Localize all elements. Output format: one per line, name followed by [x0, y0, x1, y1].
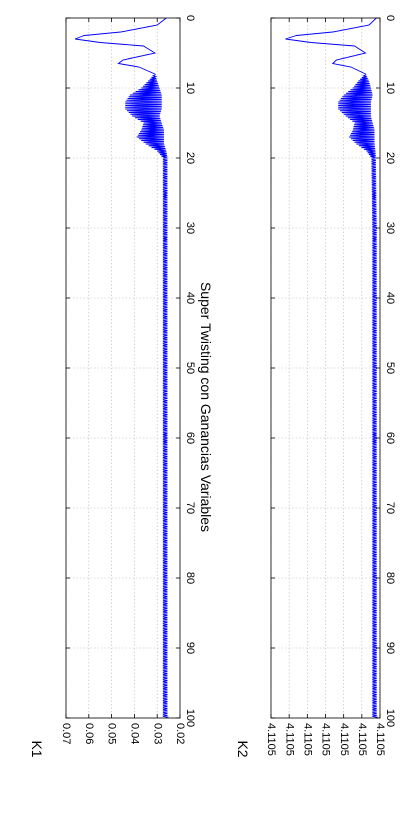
x-tick-label-k2: 40: [384, 292, 396, 304]
x-tick-label-k1: 30: [184, 222, 196, 234]
series-line-k2-0: [285, 17, 379, 719]
x-tick-label-k1: 100: [184, 709, 196, 727]
x-tick-label-k1: 10: [184, 82, 196, 94]
y-tick-label-k1: 0.07: [60, 723, 72, 744]
x-tick-label-k2: 30: [384, 222, 396, 234]
x-tick-label-k2: 100: [384, 709, 396, 727]
x-tick-label-k1: 0: [184, 15, 196, 21]
y-axis-label-k1: K1: [29, 740, 45, 757]
series-line-k1-0: [74, 17, 170, 719]
x-tick-label-k1: 60: [184, 432, 196, 444]
y-tick-label-k2: 4.1105: [320, 723, 332, 756]
x-tick-label-k2: 60: [384, 432, 396, 444]
x-tick-label-k2: 90: [384, 642, 396, 654]
y-axis-label-k2: K2: [235, 740, 251, 757]
y-tick-label-k2: 4.1105: [338, 723, 350, 756]
y-tick-label-k1: 0.05: [106, 723, 118, 744]
chart-title: Super Twisting con Ganancias Variables: [198, 282, 214, 532]
x-tick-label-k2: 0: [384, 15, 396, 21]
y-tick-label-k1: 0.06: [83, 723, 95, 744]
plot-k2: 01020304050607080901004.11054.11054.1105…: [265, 15, 396, 756]
x-tick-label-k2: 80: [384, 572, 396, 584]
y-tick-label-k2: 4.1105: [356, 723, 368, 756]
x-tick-label-k1: 20: [184, 152, 196, 164]
x-tick-label-k1: 80: [184, 572, 196, 584]
x-tick-label-k1: 40: [184, 292, 196, 304]
x-tick-label-k2: 10: [384, 82, 396, 94]
x-tick-label-k1: 70: [184, 502, 196, 514]
y-tick-label-k1: 0.04: [128, 723, 140, 744]
y-tick-label-k1: 0.03: [151, 723, 163, 744]
y-tick-label-k2: 4.1105: [283, 723, 295, 756]
y-tick-label-k2: 4.1105: [265, 723, 277, 756]
y-tick-label-k2: 4.1105: [374, 723, 386, 756]
y-tick-label-k1: 0.02: [174, 723, 186, 744]
x-tick-label-k2: 50: [384, 362, 396, 374]
x-tick-label-k1: 50: [184, 362, 196, 374]
y-tick-label-k2: 4.1105: [301, 723, 313, 756]
x-tick-label-k1: 90: [184, 642, 196, 654]
x-tick-label-k2: 70: [384, 502, 396, 514]
x-tick-label-k2: 20: [384, 152, 396, 164]
